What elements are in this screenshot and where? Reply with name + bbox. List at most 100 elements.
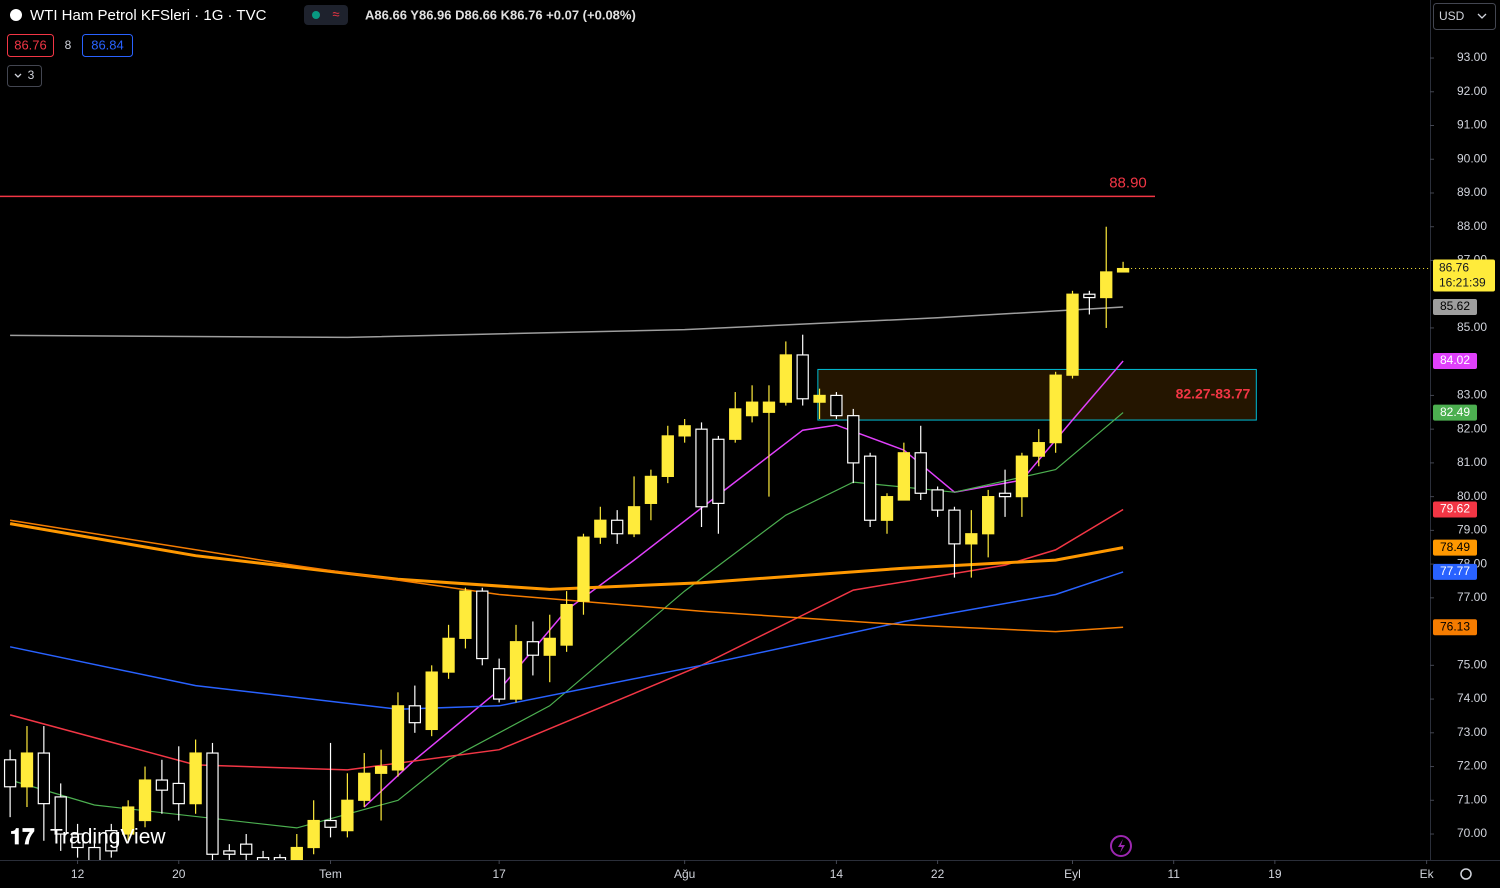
candle-body <box>863 455 877 521</box>
ohlc-legend: A86.66 Y86.96 D86.66 K86.76 +0.07 (+0.08… <box>365 7 636 22</box>
candle-body <box>577 536 590 602</box>
y-tick-label: 92.00 <box>1457 84 1487 98</box>
y-tick-label: 74.00 <box>1457 691 1487 705</box>
sell-price: 86.76 <box>14 37 47 52</box>
candle-body <box>155 779 169 791</box>
x-tick-label: Eyl <box>1064 867 1081 881</box>
moving-average <box>9 519 1124 633</box>
x-tick-label: 11 <box>1167 867 1180 881</box>
x-tick-label: Ağu <box>674 867 695 881</box>
candle-body <box>37 752 51 805</box>
alert-icon[interactable] <box>1110 835 1132 857</box>
candle-body <box>290 846 303 860</box>
candle-body <box>897 452 911 501</box>
candle-body <box>712 438 725 504</box>
lightning <box>1118 839 1125 853</box>
candle-body <box>121 806 135 835</box>
candle-body <box>240 843 253 855</box>
market-status <box>312 11 320 19</box>
candle-body <box>223 850 236 855</box>
countdown: 16:21:39 <box>1439 276 1486 290</box>
y-tick-label: 73.00 <box>1457 725 1487 739</box>
candle-body <box>54 796 67 835</box>
y-tick-label: 77.00 <box>1457 590 1487 604</box>
candle-body <box>476 590 489 660</box>
last-price-box <box>1433 259 1495 292</box>
candle-body <box>526 641 540 656</box>
candle-body <box>206 752 219 855</box>
line-value-label: 85.62 <box>1440 299 1470 313</box>
logo-mark: 𝟏𝟕 <box>10 824 35 849</box>
y-tick-label: 81.00 <box>1457 455 1487 469</box>
status-badge[interactable] <box>304 5 348 25</box>
line-value-label-box <box>1433 539 1477 556</box>
currency-select[interactable] <box>1433 3 1496 30</box>
plot-area <box>0 195 1430 860</box>
candle-body <box>982 496 995 535</box>
candle-body <box>105 830 118 852</box>
y-tick-label: 80.00 <box>1457 489 1487 503</box>
y-tick-label: 89.00 <box>1457 185 1487 199</box>
line-value-label: 79.62 <box>1440 502 1470 516</box>
candle-body <box>796 354 809 400</box>
line-value-label-box <box>1433 353 1477 370</box>
candle-body <box>138 779 152 822</box>
candle-body <box>914 452 927 494</box>
symbol-title[interactable]: WTI Ham Petrol KFSleri · 1G · TVC <box>30 7 267 24</box>
candle-body <box>847 415 860 464</box>
candle-body <box>661 435 674 477</box>
y-tick-label: 90.00 <box>1457 151 1487 165</box>
candle-body <box>880 496 894 521</box>
candle-body <box>931 489 944 511</box>
settings-icon[interactable] <box>1460 868 1472 880</box>
candle-body <box>425 671 438 731</box>
candle-body <box>729 408 742 440</box>
candle-body <box>965 533 978 545</box>
y-tick-label: 85.00 <box>1457 320 1487 334</box>
y-tick-label: 79.00 <box>1457 523 1487 537</box>
y-tick-label: 93.00 <box>1457 50 1487 64</box>
candle-body <box>442 637 455 673</box>
last-price: 86.76 <box>1439 261 1469 275</box>
candle-body <box>459 590 472 639</box>
candle-body <box>779 354 792 403</box>
candle-body <box>998 492 1012 498</box>
symbol-icon <box>10 9 22 21</box>
candle-body <box>324 819 337 828</box>
y-tick-label: 82.00 <box>1457 421 1487 435</box>
candle-body <box>611 519 624 535</box>
candle-body <box>745 401 759 417</box>
status-icon: ≈ <box>332 6 339 21</box>
candle-body <box>695 428 708 508</box>
indicators-toggle[interactable] <box>7 65 42 87</box>
candle-body <box>3 759 17 788</box>
line-value-label-box <box>1433 299 1477 316</box>
candle-body <box>408 705 421 724</box>
line-value-label: 82.49 <box>1440 405 1470 419</box>
logo[interactable]: TradingView <box>50 826 166 849</box>
zone-label: 82.27-83.77 <box>1176 385 1251 401</box>
line-value-label: 77.77 <box>1440 564 1470 578</box>
candle-body <box>492 668 506 700</box>
y-tick-label: 71.00 <box>1457 792 1487 806</box>
x-tick-label: 20 <box>172 867 186 881</box>
candle-body <box>374 765 388 774</box>
buy-button[interactable] <box>82 34 133 57</box>
candle-body <box>762 401 776 413</box>
buy-price: 86.84 <box>91 37 124 52</box>
y-tick-label: 70.00 <box>1457 826 1487 840</box>
candle-body <box>341 799 354 832</box>
x-tick-label: 14 <box>830 867 844 881</box>
line-value-label: 78.49 <box>1440 540 1470 554</box>
candle-body <box>1100 271 1113 299</box>
sell-button[interactable] <box>7 34 54 57</box>
y-tick-label: 88.00 <box>1457 219 1487 233</box>
candle-body <box>391 705 405 771</box>
x-tick-label: 12 <box>71 867 85 881</box>
candle-body <box>644 475 658 504</box>
price-axis: 70.0071.0072.0073.0074.0075.0077.0078.00… <box>1430 50 1495 840</box>
candle-body <box>1015 455 1029 498</box>
candle-body <box>307 819 320 849</box>
